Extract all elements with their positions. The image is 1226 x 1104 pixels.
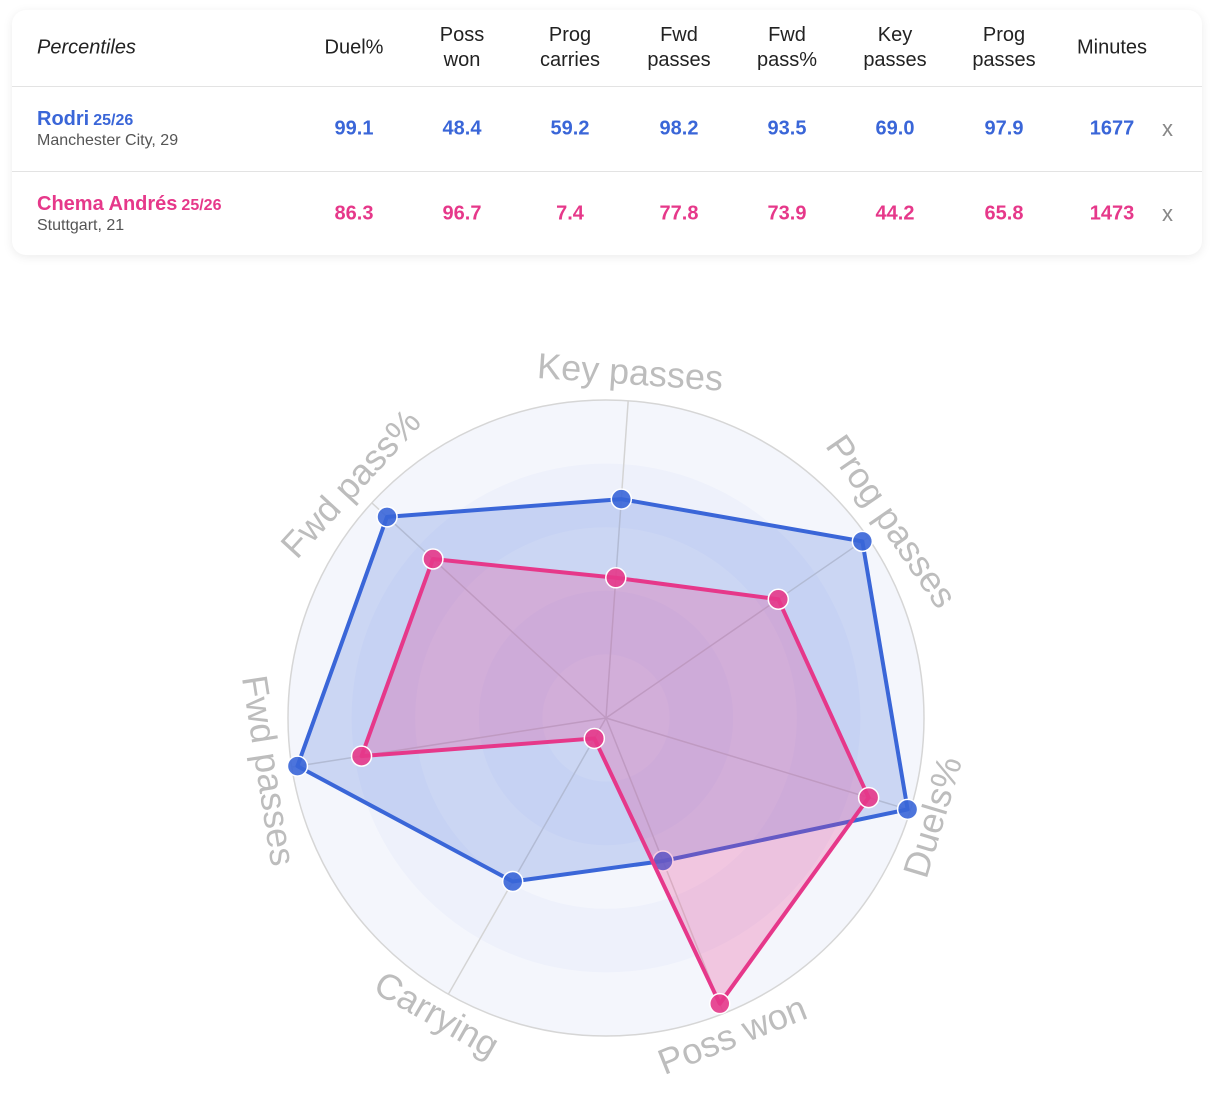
data-point <box>605 567 627 589</box>
radar-spoke <box>605 400 629 719</box>
column-header-line: Prog <box>548 24 592 46</box>
radar-spoke <box>371 502 607 719</box>
stat-value: 99.1 <box>334 117 374 140</box>
column-header-line: passes <box>863 49 927 71</box>
column-header: Minutes <box>1062 36 1162 61</box>
column-header: Fwd passes <box>629 23 729 73</box>
stat-value: 73.9 <box>767 202 807 224</box>
column-header-line: Minutes <box>1076 36 1148 59</box>
stat-value: 48.4 <box>442 117 482 140</box>
stat-value: 98.2 <box>659 117 699 140</box>
data-point <box>583 727 606 750</box>
table-title: Percentiles <box>37 36 136 59</box>
stat-value: 69.0 <box>875 117 915 140</box>
column-header-line: passes <box>647 49 711 71</box>
column-header: Poss won <box>412 23 512 73</box>
stat-value: 44.2 <box>875 202 915 224</box>
data-point <box>350 745 373 767</box>
data-point <box>376 506 398 528</box>
data-point <box>857 786 880 809</box>
player-team-age: Manchester City, 29 <box>37 132 179 149</box>
stat-value: 1473 <box>1089 202 1135 224</box>
table-header: Percentiles Duel% Poss won Prog carries Fwd pa… <box>12 10 1202 87</box>
player-team-age: Stuttgart, 21 <box>37 217 125 234</box>
column-header-line: passes <box>972 49 1036 71</box>
column-header-line: Fwd <box>768 24 806 46</box>
column-header-line: Prog <box>982 24 1026 46</box>
column-header-line: won <box>443 49 481 71</box>
stat-value: 86.3 <box>334 202 374 224</box>
column-header-line: Key <box>877 24 913 46</box>
data-point <box>610 488 633 510</box>
stat-value: 59.2 <box>550 117 590 140</box>
data-point <box>709 992 731 1015</box>
data-point <box>896 798 919 821</box>
column-header: Prog passes <box>954 23 1054 73</box>
data-point <box>851 530 874 553</box>
stat-value: 97.9 <box>984 117 1024 140</box>
player-row-chema-andres: Chema Andrés 25/26 Stuttgart, 21 86.3 96.7… <box>12 172 1202 255</box>
axis-label: Key passes <box>536 345 725 399</box>
radar-spoke <box>447 717 607 995</box>
column-header: Key passes <box>845 23 945 73</box>
column-header-line: pass% <box>756 49 818 71</box>
column-header-line: Poss <box>439 24 485 46</box>
player-name: Rodri 25/26 <box>37 108 134 130</box>
remove-player-button[interactable]: x <box>1162 116 1173 141</box>
stat-value: 96.7 <box>442 202 482 224</box>
column-header-line: carries <box>539 49 600 71</box>
column-header-line: Duel% <box>324 36 384 59</box>
column-header: Duel% <box>304 36 404 61</box>
column-header: Prog carries <box>520 23 620 73</box>
column-header-line: Fwd <box>660 24 698 46</box>
player-name: Chema Andrés 25/26 <box>37 193 222 215</box>
stat-value: 65.8 <box>984 202 1024 224</box>
data-point <box>422 548 444 570</box>
remove-player-button[interactable]: x <box>1162 200 1173 226</box>
series-area <box>359 557 871 1006</box>
data-point <box>767 588 790 611</box>
data-point <box>501 870 524 893</box>
stat-value: 7.4 <box>556 202 584 224</box>
radar-spoke <box>605 536 869 719</box>
stat-value: 1677 <box>1089 117 1135 140</box>
radar-spoke <box>291 717 607 768</box>
stat-value: 93.5 <box>767 117 807 140</box>
stat-value: 77.8 <box>659 202 699 224</box>
data-point <box>286 755 309 777</box>
player-row-rodri: Rodri 25/26 Manchester City, 29 99.1 48.4 5… <box>12 87 1202 172</box>
percentiles-table: Percentiles Duel% Poss won Prog carries Fwd pa… <box>12 10 1202 255</box>
column-header: Fwd pass% <box>737 23 837 73</box>
